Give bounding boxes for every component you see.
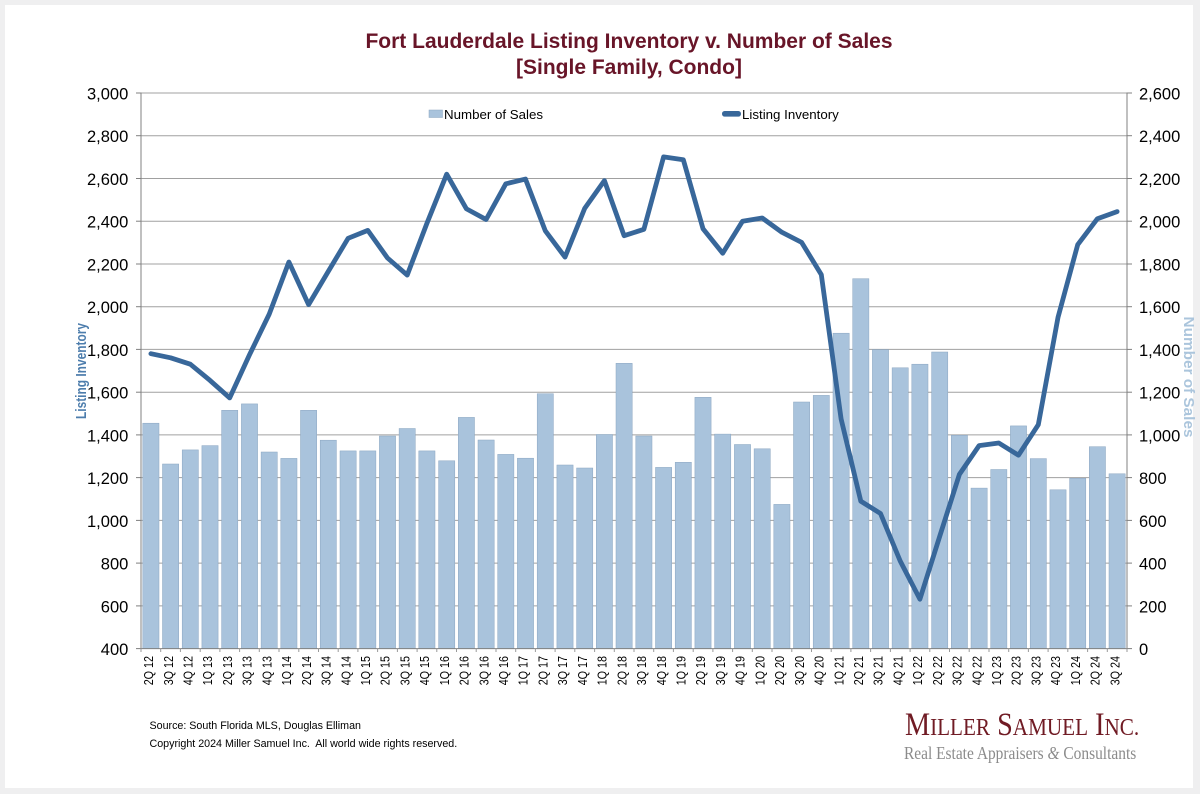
svg-text:1Q 19: 1Q 19 [674,656,689,685]
svg-text:Number of Sales: Number of Sales [1180,317,1196,438]
svg-text:2,200: 2,200 [87,256,128,274]
svg-text:1Q 16: 1Q 16 [437,656,452,685]
svg-text:1Q 15: 1Q 15 [358,656,373,685]
svg-text:1,600: 1,600 [87,385,128,403]
svg-text:400: 400 [1139,556,1167,574]
svg-text:2Q 22: 2Q 22 [930,656,945,685]
svg-text:3Q 23: 3Q 23 [1029,656,1044,685]
svg-text:2Q 14: 2Q 14 [299,656,314,685]
svg-text:4Q 23: 4Q 23 [1048,656,1063,685]
svg-text:1,000: 1,000 [1139,427,1180,445]
svg-text:4Q 17: 4Q 17 [575,656,590,685]
svg-text:3Q 17: 3Q 17 [555,656,570,685]
svg-text:1Q 20: 1Q 20 [752,656,767,685]
svg-text:3,000: 3,000 [87,85,128,103]
svg-text:4Q 21: 4Q 21 [890,656,905,685]
svg-text:800: 800 [1139,470,1167,488]
svg-text:3Q 14: 3Q 14 [319,656,334,685]
svg-text:Listing Inventory: Listing Inventory [74,323,90,419]
svg-text:3Q 18: 3Q 18 [634,656,649,685]
svg-text:2,000: 2,000 [87,299,128,317]
svg-text:1,600: 1,600 [1139,299,1180,317]
svg-text:2,600: 2,600 [1139,85,1180,103]
svg-text:2,400: 2,400 [1139,128,1180,146]
svg-text:1Q 21: 1Q 21 [831,656,846,685]
svg-text:1Q 17: 1Q 17 [516,656,531,685]
svg-text:2,200: 2,200 [1139,171,1180,189]
svg-text:600: 600 [1139,513,1167,531]
svg-text:200: 200 [1139,598,1167,616]
svg-text:2Q 15: 2Q 15 [378,656,393,685]
svg-text:1,400: 1,400 [87,427,128,445]
svg-text:1,800: 1,800 [1139,256,1180,274]
svg-text:Number of Sales: Number of Sales [444,107,543,122]
svg-text:3Q 12: 3Q 12 [161,656,176,685]
svg-text:800: 800 [101,556,129,574]
svg-text:4Q 15: 4Q 15 [417,656,432,685]
svg-text:4Q 20: 4Q 20 [812,656,827,685]
svg-text:2Q 24: 2Q 24 [1088,656,1103,685]
svg-text:400: 400 [101,641,129,659]
svg-text:1,200: 1,200 [1139,385,1180,403]
svg-text:3Q 15: 3Q 15 [397,656,412,685]
svg-text:1Q 13: 1Q 13 [200,656,215,685]
svg-text:1Q 14: 1Q 14 [279,656,294,685]
svg-text:2Q 23: 2Q 23 [1009,656,1024,685]
svg-text:1Q 24: 1Q 24 [1068,656,1083,685]
svg-text:2Q 17: 2Q 17 [536,656,551,685]
svg-text:600: 600 [101,598,129,616]
svg-text:0: 0 [1139,641,1148,659]
svg-text:3Q 16: 3Q 16 [476,656,491,685]
svg-text:2,400: 2,400 [87,214,128,232]
svg-text:3Q 24: 3Q 24 [1107,656,1122,685]
svg-text:1,400: 1,400 [1139,342,1180,360]
svg-text:4Q 19: 4Q 19 [733,656,748,685]
svg-text:4Q 12: 4Q 12 [181,656,196,685]
svg-text:2Q 13: 2Q 13 [220,656,235,685]
svg-text:2Q 20: 2Q 20 [772,656,787,685]
svg-text:2Q 19: 2Q 19 [693,656,708,685]
svg-text:4Q 22: 4Q 22 [969,656,984,685]
svg-text:Listing Inventory: Listing Inventory [742,107,839,122]
svg-text:1,000: 1,000 [87,513,128,531]
svg-text:3Q 20: 3Q 20 [792,656,807,685]
svg-text:2,000: 2,000 [1139,214,1180,232]
svg-text:3Q 21: 3Q 21 [871,656,886,685]
svg-text:3Q 19: 3Q 19 [713,656,728,685]
svg-text:4Q 14: 4Q 14 [338,656,353,685]
svg-text:3Q 13: 3Q 13 [240,656,255,685]
svg-text:1Q 18: 1Q 18 [595,656,610,685]
svg-text:4Q 18: 4Q 18 [654,656,669,685]
svg-text:2,800: 2,800 [87,128,128,146]
svg-text:1Q 22: 1Q 22 [910,656,925,685]
svg-text:2Q 18: 2Q 18 [614,656,629,685]
svg-text:1Q 23: 1Q 23 [989,656,1004,685]
svg-text:2Q 12: 2Q 12 [141,656,156,685]
svg-text:4Q 16: 4Q 16 [496,656,511,685]
svg-text:4Q 13: 4Q 13 [259,656,274,685]
svg-text:2,600: 2,600 [87,171,128,189]
svg-text:3Q 22: 3Q 22 [950,656,965,685]
svg-text:1,800: 1,800 [87,342,128,360]
svg-text:1,200: 1,200 [87,470,128,488]
svg-text:2Q 16: 2Q 16 [457,656,472,685]
svg-text:2Q 21: 2Q 21 [851,656,866,685]
